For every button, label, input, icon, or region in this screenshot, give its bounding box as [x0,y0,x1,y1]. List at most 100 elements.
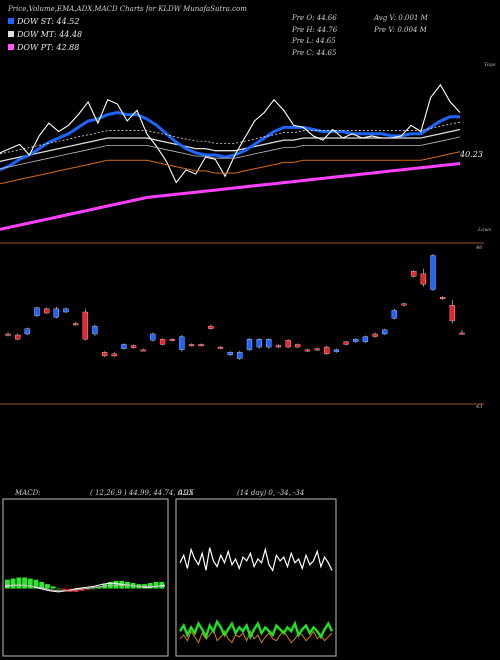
candle-body [440,297,446,300]
dow-mt-swatch [8,31,14,37]
candle-body [285,340,291,348]
adx-frame [175,498,337,657]
macd-panel [4,577,166,593]
candle-body [449,305,455,322]
candle-body [140,349,146,352]
pre-close: Pre C: 44.65 [291,49,337,57]
series-line-dow-st [0,110,460,172]
macd-histogram-bar [45,584,50,589]
candle-body [295,344,301,348]
macd-histogram-bar [62,588,67,591]
dow-mt-label: DOW MT: 44.48 [16,30,82,39]
candle-body [159,339,166,345]
price-panel [0,83,461,231]
candle-body [43,308,50,314]
candle-body [111,353,117,357]
macd-histogram-bar [113,580,119,589]
candle-body [391,310,398,319]
pre-volume: Pre V: 0.004 M [373,26,428,34]
series-line-dow-mt-lower [0,136,461,170]
dow-pt-label: DOW PT: 42.88 [16,43,79,52]
tick-43: 43 [475,404,482,410]
macd-histogram-bar [16,577,22,589]
candle-body [179,336,185,350]
macd-histogram-bar [5,579,10,589]
candle-body [382,329,388,335]
series-line-dow-mt-upper [0,121,461,155]
macd-title: MACD: [14,489,41,497]
candle-body [227,352,233,356]
dow-pt-swatch [8,44,14,50]
candle-body [188,344,195,347]
adx-line-plusdi [178,619,334,641]
candle-body [324,346,330,355]
macd-histogram-bar [85,588,90,590]
candle-body [169,339,175,341]
macd-histogram-bar [147,583,153,589]
adx-title: ADX [177,489,195,497]
candle-body [353,339,359,342]
candle-body [372,333,378,337]
macd-histogram-bar [27,578,33,589]
candle-body [130,345,137,348]
macd-histogram-bar [33,579,39,589]
candle-body [5,333,11,336]
pre-low: Pre L: 44.65 [291,37,336,45]
candle-body [82,311,88,340]
macd-histogram-bar [96,586,102,589]
adx-line-adx [179,547,333,572]
candle-body [72,323,79,326]
pre-open: Pre O: 44.66 [291,14,337,22]
last-price-label: 40.23 [459,150,483,159]
candle-body [15,334,21,340]
candle-body [411,271,417,277]
avg-volume: Avg V: 0.001 M [373,14,429,22]
candle-body [198,344,204,347]
candle-body [92,325,98,335]
macd-histogram-bar [153,581,159,589]
series-line-long-ema [0,151,461,185]
candle-body [333,349,340,352]
candle-body [101,352,108,357]
tops-label: Tops [484,62,496,68]
adx-panel [178,547,334,644]
candle-panel [5,253,465,361]
series-line-price [0,83,461,184]
candle-body [34,307,40,316]
candle-body [24,328,30,335]
macd-histogram-bar [56,588,62,590]
dow-st-swatch [8,18,14,24]
candle-body [275,345,282,348]
candle-body [362,336,369,342]
macd-histogram-bar [90,588,96,590]
candle-body [256,339,262,348]
chart-title: Price,Volume,EMA,ADX,MACD Charts for KLD… [7,5,247,13]
macd-frame [2,498,169,657]
candle-body [401,303,407,306]
candle-body [343,341,349,345]
candle-body [121,344,127,349]
candle-body [420,273,427,285]
candle-body [150,333,156,341]
macd-histogram-bar [50,586,56,589]
candle-body [63,308,69,313]
macd-params: ( 12,26,9 ) 44.99, 44.74, 0.25 [90,489,194,497]
candle-body [266,339,272,348]
lows-label: Lows [477,227,492,233]
tick-46: 46 [475,245,483,251]
candle-body [246,339,253,350]
candle-body [304,349,311,352]
candle-body [208,325,214,329]
adx-params: (14 day) 0, -34, -34 [237,489,304,497]
candle-body [53,308,59,318]
dow-st-label: DOW ST: 44.52 [16,17,79,26]
macd-line-signal [5,584,165,592]
candle-body [217,346,224,349]
macd-histogram-bar [79,588,85,591]
candle-body [237,352,243,359]
pre-high: Pre H: 44.76 [291,26,338,34]
macd-histogram-bar [22,577,27,589]
candle-body [459,332,465,335]
candle-body [314,348,320,351]
